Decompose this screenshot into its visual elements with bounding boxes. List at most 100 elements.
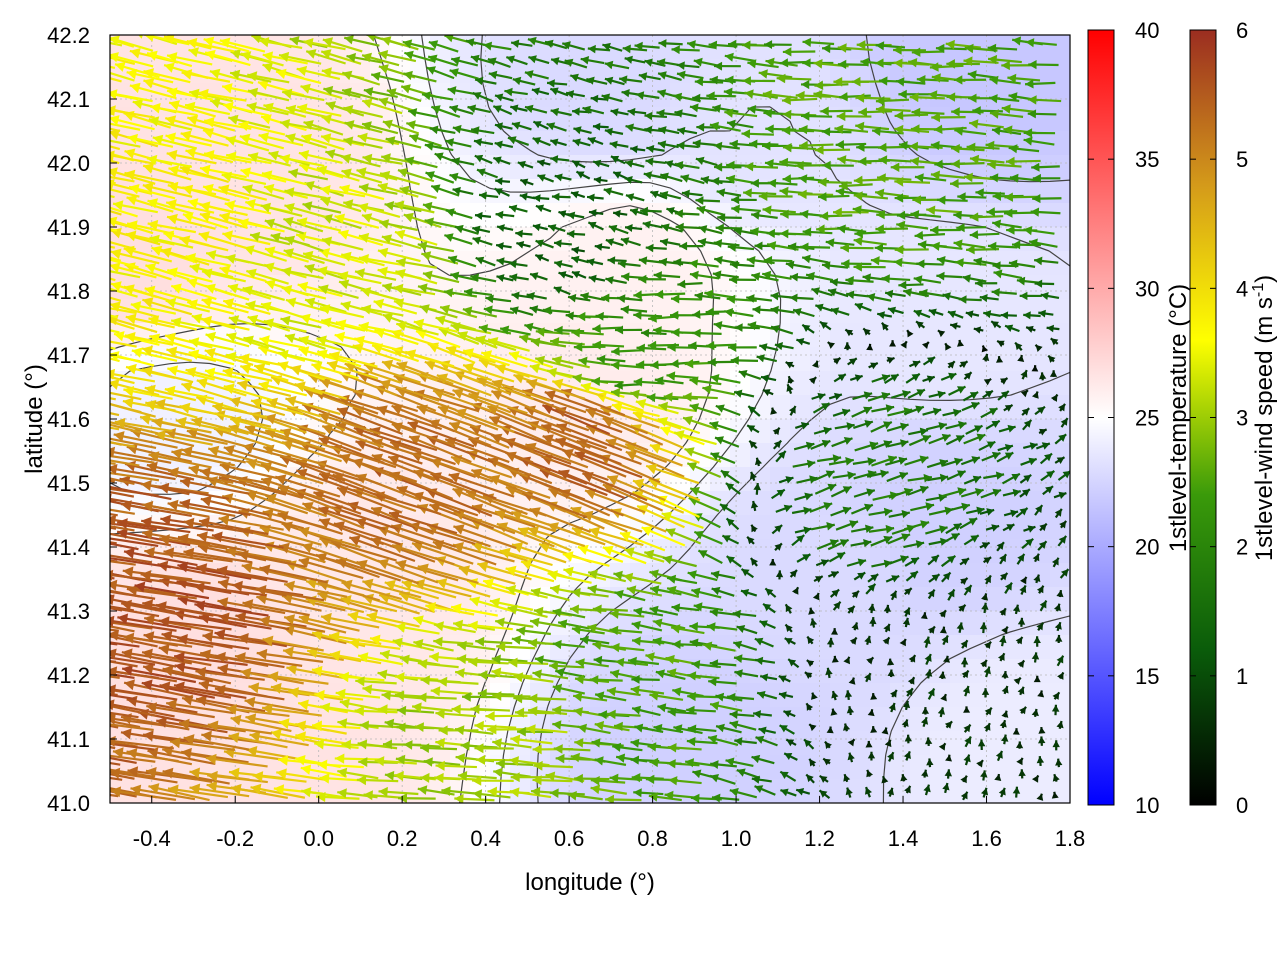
heatmap-cell — [1050, 83, 1071, 108]
heatmap-cell — [670, 35, 691, 60]
y-tick-label: 42.1 — [47, 87, 90, 112]
heatmap-cell — [1010, 779, 1031, 804]
heatmap-cell — [990, 611, 1011, 636]
heatmap-cell — [410, 131, 431, 156]
heatmap-cell — [830, 395, 851, 420]
heatmap-cell — [630, 251, 651, 276]
heatmap-cell — [730, 395, 751, 420]
heatmap-cell — [770, 371, 791, 396]
y-tick-label: 41.7 — [47, 343, 90, 368]
heatmap-cell — [750, 299, 771, 324]
heatmap-cell — [850, 155, 871, 180]
heatmap-cell — [530, 683, 551, 708]
y-tick-label: 41.4 — [47, 535, 90, 560]
heatmap-cell — [770, 419, 791, 444]
colorbar-tick-label: 0 — [1236, 793, 1248, 818]
heatmap-cell — [930, 731, 951, 756]
heatmap-cell — [970, 611, 991, 636]
heatmap-cell — [430, 251, 451, 276]
heatmap-cell — [970, 779, 991, 804]
heatmap-cell — [930, 659, 951, 684]
wind-vector — [47, 698, 115, 716]
heatmap-cell — [650, 83, 671, 108]
heatmap-cell — [910, 443, 931, 468]
heatmap-cell — [1050, 251, 1071, 276]
heatmap-cell — [750, 419, 771, 444]
x-tick-label: 0.8 — [637, 826, 668, 851]
heatmap-cell — [970, 683, 991, 708]
colorbar-tick-label: 1 — [1236, 664, 1248, 689]
heatmap-cell — [870, 371, 891, 396]
heatmap-cell — [770, 35, 791, 60]
heatmap-cell — [730, 515, 751, 540]
heatmap-cell — [470, 179, 491, 204]
x-tick-label: 0.0 — [303, 826, 334, 851]
wind-vector — [68, 55, 115, 68]
heatmap-cell — [670, 731, 691, 756]
heatmap-cell — [270, 131, 291, 156]
heatmap-cell — [590, 299, 611, 324]
heatmap-cell — [630, 563, 651, 588]
heatmap-cell — [990, 83, 1011, 108]
y-tick-label: 41.5 — [47, 471, 90, 496]
heatmap-cell — [950, 347, 971, 372]
heatmap-cell — [830, 587, 851, 612]
y-tick-label: 41.1 — [47, 727, 90, 752]
heatmap-cell — [1030, 659, 1051, 684]
heatmap-cell — [810, 371, 831, 396]
heatmap-cell — [790, 371, 811, 396]
heatmap-cell — [450, 83, 471, 108]
heatmap-cell — [1030, 563, 1051, 588]
wind-vector — [41, 563, 114, 579]
heatmap-cell — [1050, 107, 1071, 132]
heatmap-cell — [590, 155, 611, 180]
heatmap-cell — [850, 371, 871, 396]
heatmap-cell — [470, 731, 491, 756]
heatmap-cell — [830, 635, 851, 660]
colorbar-tick-label: 10 — [1135, 793, 1159, 818]
x-axis-label: longitude (°) — [525, 869, 655, 896]
heatmap-cell — [670, 323, 691, 348]
y-axis-label: latitude (°) — [21, 364, 48, 474]
heatmap-cell — [730, 203, 751, 228]
wind-vector — [48, 501, 118, 516]
heatmap-cell — [930, 395, 951, 420]
y-tick-label: 41.3 — [47, 599, 90, 624]
wind-speed-colorbar-label: 1stlevel-wind speed (m s-1) — [1250, 275, 1278, 561]
x-tick-label: 0.2 — [387, 826, 418, 851]
heatmap-cell — [490, 251, 511, 276]
x-tick-label: 1.8 — [1055, 826, 1086, 851]
heatmap-cell — [850, 683, 871, 708]
x-tick-label: 0.6 — [554, 826, 585, 851]
wind-vector — [45, 512, 116, 529]
x-tick-label: 1.2 — [804, 826, 835, 851]
heatmap-cell — [1030, 395, 1051, 420]
heatmap-cell — [1050, 779, 1071, 804]
heatmap-cell — [1050, 683, 1071, 708]
heatmap-cell — [790, 707, 811, 732]
heatmap-cell — [1010, 179, 1031, 204]
colorbar-tick-label: 6 — [1236, 18, 1248, 43]
heatmap-cell — [750, 563, 771, 588]
colorbar-tick-label: 25 — [1135, 406, 1159, 431]
heatmap-cell — [1050, 59, 1071, 84]
heatmap-cell — [510, 83, 531, 108]
heatmap-cell — [670, 131, 691, 156]
heatmap-cell — [990, 707, 1011, 732]
heatmap-cell — [790, 611, 811, 636]
heatmap-cell — [1010, 563, 1031, 588]
heatmap-cell — [890, 563, 911, 588]
wind-vector — [49, 710, 119, 728]
heatmap-cell — [1050, 227, 1071, 252]
heatmap-cell — [1050, 299, 1071, 324]
heatmap-cell — [850, 323, 871, 348]
heatmap-cell — [910, 587, 931, 612]
y-tick-label: 41.0 — [47, 791, 90, 816]
colorbar-tick-label: 15 — [1135, 664, 1159, 689]
heatmap-cell — [870, 659, 891, 684]
y-tick-label: 41.8 — [47, 279, 90, 304]
heatmap-cell — [850, 299, 871, 324]
heatmap-cell — [230, 755, 251, 780]
colorbar-tick-label: 4 — [1236, 276, 1248, 301]
